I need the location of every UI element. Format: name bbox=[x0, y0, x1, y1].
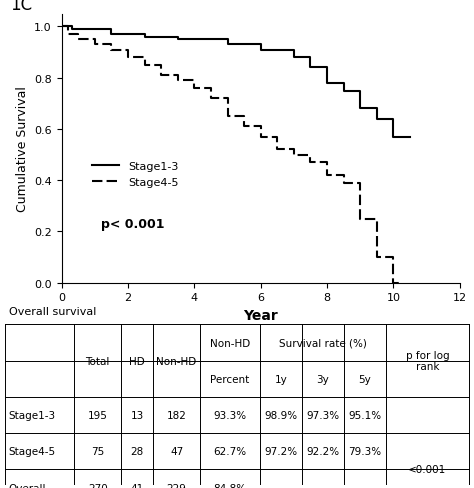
Text: 5y: 5y bbox=[358, 374, 371, 384]
Text: Overall survival: Overall survival bbox=[9, 306, 97, 316]
Text: 1y: 1y bbox=[275, 374, 288, 384]
Text: Total: Total bbox=[85, 356, 110, 366]
Text: 182: 182 bbox=[167, 410, 187, 420]
Text: 3y: 3y bbox=[317, 374, 329, 384]
Text: Percent: Percent bbox=[210, 374, 250, 384]
X-axis label: Year: Year bbox=[243, 308, 278, 322]
Text: 93.3%: 93.3% bbox=[213, 410, 246, 420]
Text: Overall: Overall bbox=[9, 483, 46, 488]
Text: rank: rank bbox=[416, 362, 439, 371]
Text: Non-HD: Non-HD bbox=[156, 356, 197, 366]
Text: 270: 270 bbox=[88, 483, 108, 488]
Text: <0.001: <0.001 bbox=[408, 465, 447, 474]
Text: 75: 75 bbox=[91, 447, 104, 456]
Text: 195: 195 bbox=[88, 410, 108, 420]
Text: Stage1-3: Stage1-3 bbox=[9, 410, 55, 420]
Text: p for log: p for log bbox=[406, 350, 449, 361]
Text: p< 0.001: p< 0.001 bbox=[101, 218, 165, 230]
Legend: Stage1-3, Stage4-5: Stage1-3, Stage4-5 bbox=[87, 157, 183, 192]
Text: 84.8%: 84.8% bbox=[213, 483, 246, 488]
Text: Stage4-5: Stage4-5 bbox=[9, 447, 55, 456]
Text: 41: 41 bbox=[130, 483, 144, 488]
Text: 229: 229 bbox=[167, 483, 187, 488]
Text: 95.1%: 95.1% bbox=[348, 410, 381, 420]
Text: 92.2%: 92.2% bbox=[306, 447, 339, 456]
Y-axis label: Cumulative Survival: Cumulative Survival bbox=[16, 86, 28, 212]
Text: HD: HD bbox=[129, 356, 145, 366]
Text: 13: 13 bbox=[130, 410, 144, 420]
Text: 28: 28 bbox=[130, 447, 144, 456]
Text: 62.7%: 62.7% bbox=[213, 447, 246, 456]
Text: 1C: 1C bbox=[10, 0, 32, 14]
Text: 97.3%: 97.3% bbox=[306, 410, 339, 420]
Text: 47: 47 bbox=[170, 447, 183, 456]
Text: Non-HD: Non-HD bbox=[210, 338, 250, 348]
Text: 79.3%: 79.3% bbox=[348, 447, 381, 456]
Text: Survival rate (%): Survival rate (%) bbox=[279, 338, 367, 348]
Text: 98.9%: 98.9% bbox=[264, 410, 298, 420]
Text: 97.2%: 97.2% bbox=[264, 447, 298, 456]
